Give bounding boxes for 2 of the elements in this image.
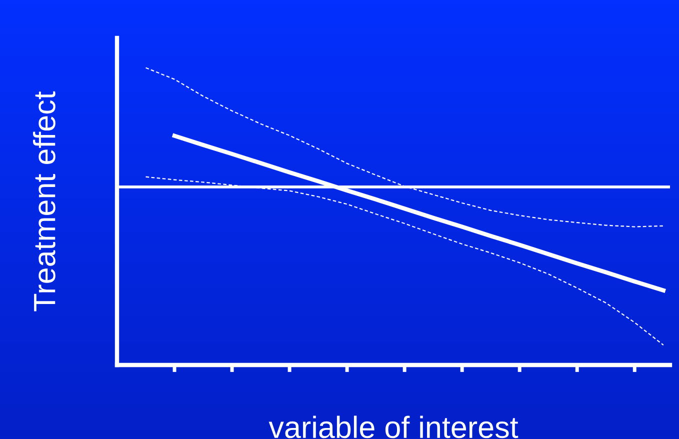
x-axis-title: variable of interest [268,416,518,438]
y-axis-title: Treatment effect [32,91,56,312]
